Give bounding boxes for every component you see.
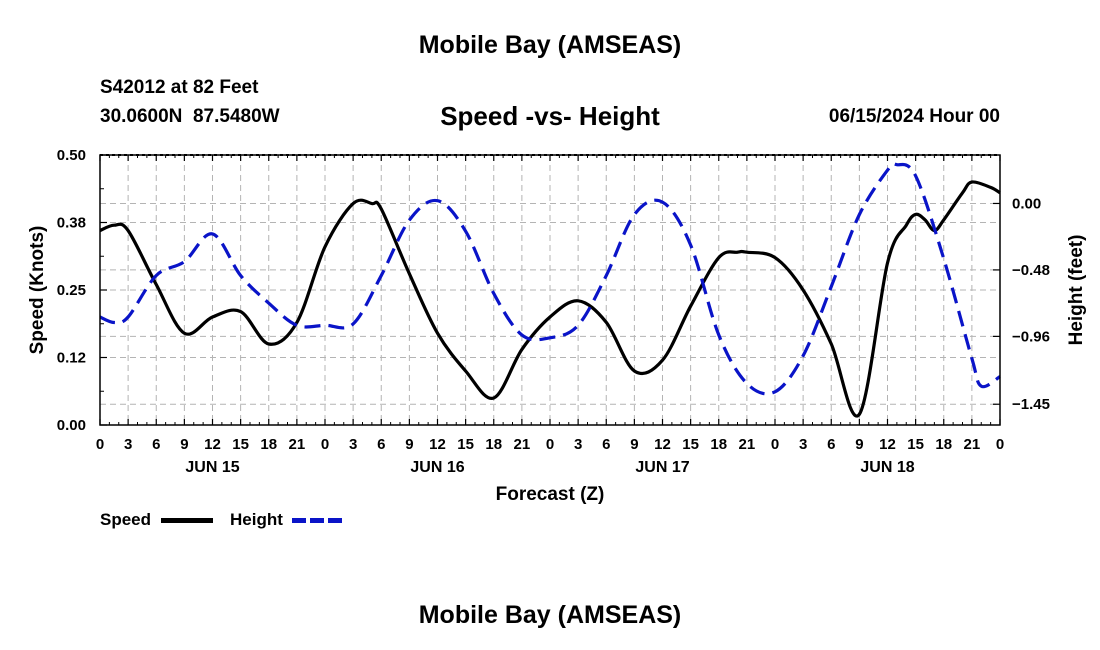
day-label: JUN 17 [635, 459, 689, 476]
x-tick-label: 18 [485, 436, 502, 453]
x-tick-label: 9 [855, 436, 863, 453]
legend-height-swatch [292, 518, 342, 523]
day-label: JUN 18 [860, 459, 914, 476]
x-tick-label: 21 [739, 436, 756, 453]
height-series-line [99, 162, 1001, 396]
y-tick-label: 0.38 [57, 215, 86, 232]
chart-axes: 0 3 6 9 12 15 18 21 0 3 6 9 12 15 18 21 0 3 6 9 12 15 18 21 0 3 6 9… [57, 147, 1050, 476]
chart-series [99, 162, 1001, 418]
x-tick-label: 12 [879, 436, 896, 453]
y-axis-title: Speed (Knots) [27, 226, 48, 355]
x-tick-label: 0 [96, 436, 104, 453]
x-tick-label: 21 [289, 436, 306, 453]
x-tick-label: 12 [429, 436, 446, 453]
footer-chart-title: Mobile Bay (AMSEAS) [418, 601, 682, 629]
y2-tick-label: −0.48 [1012, 262, 1050, 279]
y2-tick-label: −0.96 [1012, 328, 1050, 345]
x-tick-label: 12 [654, 436, 671, 453]
x-tick-label: 3 [349, 436, 357, 453]
forecast-timestamp: 06/15/2024 Hour 00 [828, 106, 1000, 127]
chart-gridlines [100, 155, 1000, 425]
y-tick-label: 0.12 [57, 350, 86, 367]
x-tick-label: 12 [204, 436, 221, 453]
station-coordinates: 30.0600N 87.5480W [100, 106, 280, 127]
chart-title: Mobile Bay (AMSEAS) [418, 31, 682, 59]
x-tick-label: 6 [377, 436, 385, 453]
legend-speed-swatch [161, 518, 213, 523]
x-tick-label: 15 [682, 436, 699, 453]
x-tick-label: 9 [405, 436, 413, 453]
station-label: S42012 at 82 Feet [100, 77, 259, 98]
y-tick-label: 0.25 [57, 282, 86, 299]
x-tick-label: 3 [124, 436, 132, 453]
x-tick-label: 9 [180, 436, 188, 453]
x-axis-title: Forecast (Z) [496, 484, 605, 505]
legend-height-label: Height [230, 510, 283, 529]
x-tick-label: 6 [602, 436, 610, 453]
x-tick-label: 18 [260, 436, 277, 453]
y2-tick-label: 0.00 [1012, 195, 1041, 212]
y2-tick-label: −1.45 [1012, 396, 1050, 413]
x-tick-label: 0 [546, 436, 554, 453]
legend-speed-label: Speed [100, 510, 152, 529]
x-tick-label: 15 [457, 436, 474, 453]
y-tick-label: 0.00 [57, 417, 86, 434]
x-tick-label: 0 [771, 436, 779, 453]
x-tick-label: 18 [935, 436, 952, 453]
x-tick-label: 6 [152, 436, 160, 453]
y-tick-label: 0.50 [57, 147, 86, 164]
chart-subtitle: Speed -vs- Height [440, 101, 660, 131]
day-label: JUN 16 [410, 459, 464, 476]
x-tick-label: 21 [514, 436, 531, 453]
x-tick-label: 3 [799, 436, 807, 453]
x-tick-label: 15 [232, 436, 249, 453]
x-tick-label: 6 [827, 436, 835, 453]
x-tick-label: 9 [630, 436, 638, 453]
speed-height-chart: 0 3 6 9 12 15 18 21 0 3 6 9 12 15 18 21 0 3 6 9 12 15 18 21 0 3 6 9… [27, 147, 1087, 505]
speed-series-line [99, 180, 1001, 418]
x-tick-label: 3 [574, 436, 582, 453]
day-label: JUN 15 [185, 459, 239, 476]
x-tick-label: 0 [321, 436, 329, 453]
x-tick-label: 15 [907, 436, 924, 453]
x-tick-label: 18 [710, 436, 727, 453]
y2-axis-title: Height (feet) [1066, 235, 1087, 346]
x-tick-label: 21 [964, 436, 981, 453]
x-tick-label: 0 [996, 436, 1004, 453]
